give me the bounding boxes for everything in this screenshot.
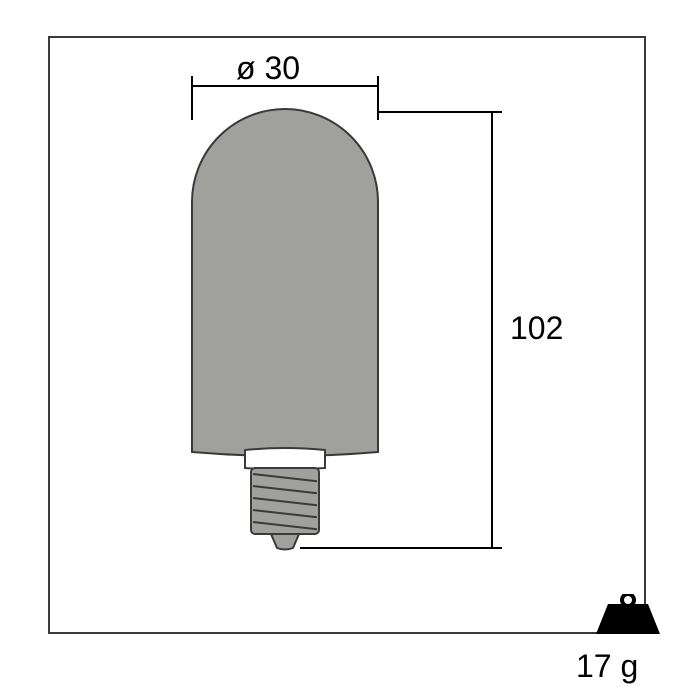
weight-label: 17 g xyxy=(576,648,638,685)
weight-icon xyxy=(586,594,666,654)
diameter-label: ø 30 xyxy=(236,50,300,87)
height-label: 102 xyxy=(510,310,563,347)
